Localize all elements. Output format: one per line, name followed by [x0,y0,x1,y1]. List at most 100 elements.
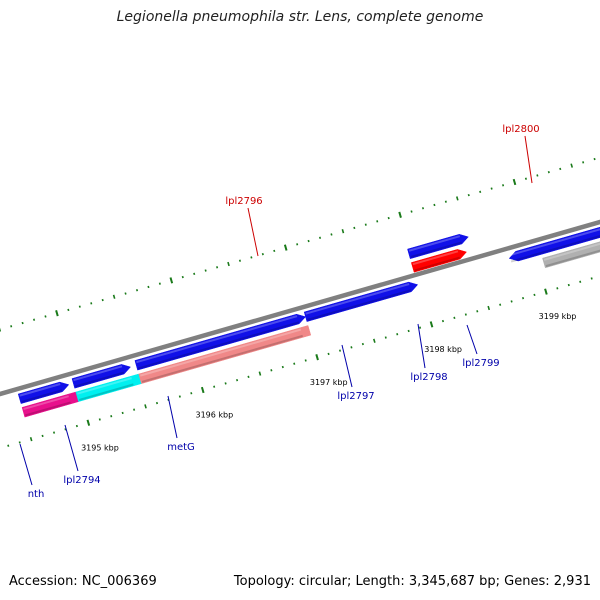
gene-feature [542,241,600,269]
outer-tick [341,229,345,234]
inner-tick [350,346,353,349]
inner-tick [144,404,147,409]
kbp-label: 3198 kbp [424,345,462,354]
outer-tick [124,292,127,295]
inner-tick [270,369,273,372]
inner-tick [556,287,559,290]
kbp-label: 3195 kbp [81,443,119,452]
inner-tick [419,326,422,329]
outer-tick [10,325,13,328]
outer-tick [169,277,174,284]
inner-tick [213,385,216,388]
outer-tick [193,272,196,276]
gene-feature [21,391,79,418]
inner-tick [464,313,467,316]
gene-label: lpl2794 [63,475,100,486]
inner-tick [29,437,33,442]
inner-tick [396,333,399,336]
outer-tick [547,170,550,174]
genome-backbone [0,219,600,397]
inner-tick [41,434,44,438]
inner-tick [121,411,124,415]
inner-tick [499,303,502,306]
outer-tick [204,269,207,272]
gene-label: lpl2799 [462,358,499,369]
inner-tick [247,375,250,379]
inner-tick [567,283,570,287]
inner-tick [236,378,239,382]
gene-feature [71,364,131,389]
outer-tick [490,187,493,190]
gene-feature [138,325,312,384]
kbp-label: 3197 kbp [310,378,348,387]
gene-feature [17,381,70,404]
leader-line [64,424,79,472]
gene-feature [407,234,469,260]
outer-tick [559,167,562,171]
inner-tick [544,288,548,295]
outer-tick [479,190,482,194]
inner-tick [155,401,159,405]
outer-tick [421,207,425,210]
outer-tick [181,275,184,279]
gene-feature [134,313,307,371]
outer-tick [78,305,81,308]
outer-tick [135,289,139,292]
gene-feature [75,373,142,402]
leader-line [247,207,259,257]
inner-tick [510,300,513,303]
leader-line [417,323,426,369]
accession-text: Accession: NC_006369 [9,574,157,589]
leader-line [466,324,478,355]
inner-tick [521,296,525,300]
gene-label: lpl2798 [410,372,447,383]
inner-tick [281,365,284,369]
inner-tick [441,319,445,323]
outer-tick [67,308,70,312]
outer-tick [307,239,310,243]
outer-tick [570,163,574,168]
inner-tick [178,395,181,398]
gene-features [17,226,600,418]
gene-label: lpl2800 [502,124,539,135]
outer-tick [593,157,596,161]
leader-line [341,344,353,388]
inner-tick [200,386,205,394]
inner-tick [110,415,113,418]
inner-tick [361,342,364,346]
gene-labels: lpl2800 lpl2796 lpl2799 lpl2798 lpl2797 metG l… [19,124,540,500]
outer-tick [261,252,264,256]
outer-tick [44,315,47,318]
outer-tick [296,243,299,246]
gene-feature [410,249,467,273]
inner-tick [315,354,319,361]
backbone-line [0,219,600,397]
map-title: Legionella pneumophila str. Lens, comple… [116,9,484,25]
outer-tick [227,261,230,267]
outer-tick [112,294,116,299]
inner-tick [384,336,387,339]
outer-tick [376,220,379,223]
outer-tick [273,249,276,253]
outer-tick [364,223,367,226]
inner-tick [18,441,21,444]
outer-tick [90,302,93,305]
outer-tick [524,177,527,180]
outer-tick [250,256,253,259]
kbp-label: 3199 kbp [539,312,577,321]
inner-tick [224,382,227,385]
inner-tick [258,371,262,376]
gene-label: nth [28,489,45,500]
kbp-label: 3196 kbp [195,411,233,420]
gene-feature [303,281,419,322]
outer-tick [33,318,36,321]
inner-tick [327,352,330,356]
tick-marks [0,157,596,447]
outer-tick [147,285,150,289]
gene-feature [508,226,600,263]
inner-tick [453,316,456,320]
outer-tick [455,196,459,201]
inner-tick [304,359,307,362]
outer-tick [158,282,161,285]
